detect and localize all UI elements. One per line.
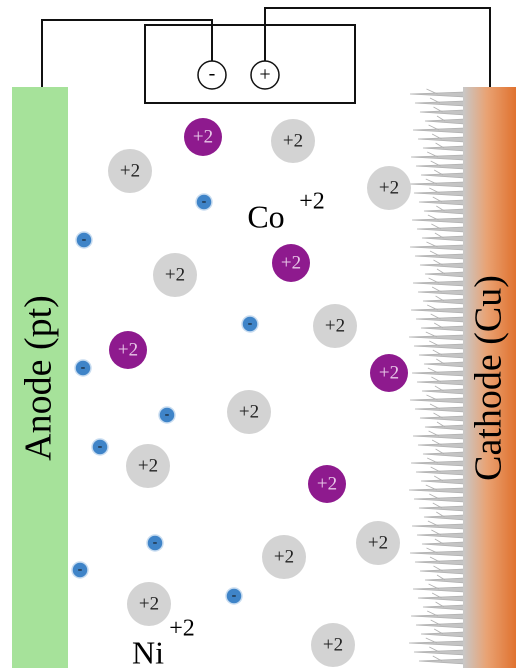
ion-charge: +2: [368, 532, 388, 553]
species-charge: +2: [169, 616, 195, 642]
nickel-ion: [127, 582, 171, 626]
particles: +2 +2 +2 +2 +2 +2 +2 +2 +2 +2 +2 +2 +2 +2 +2 +2 - - - - - - - -…: [71, 118, 411, 667]
wire-left: [41, 19, 213, 87]
ion-charge: +2: [325, 315, 345, 336]
nickel-ion: [356, 521, 400, 565]
cathode-label: Cathode (Cu): [468, 275, 510, 481]
ion-charge: +2: [118, 339, 138, 360]
anode-label: Anode (pt): [18, 295, 60, 461]
nickel-ion: [271, 119, 315, 163]
electron-sign: -: [202, 194, 207, 209]
ion-charge: +2: [139, 593, 159, 614]
electron: [91, 438, 109, 456]
battery-box: [144, 24, 356, 104]
electron-sign: -: [248, 316, 253, 331]
cathode: [463, 87, 516, 668]
electron: [241, 315, 259, 333]
cobalt-ion: [370, 354, 408, 392]
electron-sign: -: [81, 360, 86, 375]
ion-charge: +2: [165, 264, 185, 285]
cobalt-ion: [308, 465, 346, 503]
electron: [158, 406, 176, 424]
electron-sign: -: [232, 588, 237, 603]
electron-sign: -: [98, 439, 103, 454]
ion-charge: +2: [283, 130, 303, 151]
terminal-negative: [197, 60, 227, 90]
electron: [195, 193, 213, 211]
ion-charge: +2: [239, 401, 259, 422]
electron-sign: -: [153, 535, 158, 550]
anode: [12, 87, 68, 668]
electron: [71, 561, 89, 579]
ion-charge: +2: [193, 126, 213, 147]
ion-charge: +2: [281, 252, 301, 273]
ion-charge: +2: [379, 177, 399, 198]
electron: [225, 587, 243, 605]
electron-sign: -: [78, 562, 83, 577]
positive-sign: +: [259, 64, 270, 86]
electron: [75, 231, 93, 249]
terminal-positive: [250, 60, 280, 90]
ion-charge: +2: [379, 362, 399, 383]
nickel-ion: [311, 623, 355, 667]
ion-charge: +2: [274, 546, 294, 567]
nickel-ion: [108, 149, 152, 193]
dendrite-spikes: [408, 88, 466, 665]
species-symbol: Ni: [132, 634, 164, 670]
wire-right: [264, 7, 491, 87]
species-symbol: Co: [247, 198, 284, 234]
nickel-ion: [153, 253, 197, 297]
electron: [146, 534, 164, 552]
cobalt-ion: [109, 331, 147, 369]
ion-charge: +2: [138, 455, 158, 476]
electron: [74, 359, 92, 377]
nickel-ion: [313, 304, 357, 348]
cobalt-ion: [272, 244, 310, 282]
cobalt-ion: [184, 118, 222, 156]
ion-charge: +2: [317, 473, 337, 494]
nickel-ion: [367, 166, 411, 210]
negative-sign: -: [209, 63, 216, 85]
nickel-ion: [262, 535, 306, 579]
dendrites: [408, 88, 466, 665]
ion-charge: +2: [323, 634, 343, 655]
ion-charge: +2: [120, 160, 140, 181]
nickel-ion: [227, 390, 271, 434]
species-charge: +2: [299, 189, 325, 215]
electron-sign: -: [82, 232, 87, 247]
nickel-ion: [126, 444, 170, 488]
electron-sign: -: [165, 407, 170, 422]
